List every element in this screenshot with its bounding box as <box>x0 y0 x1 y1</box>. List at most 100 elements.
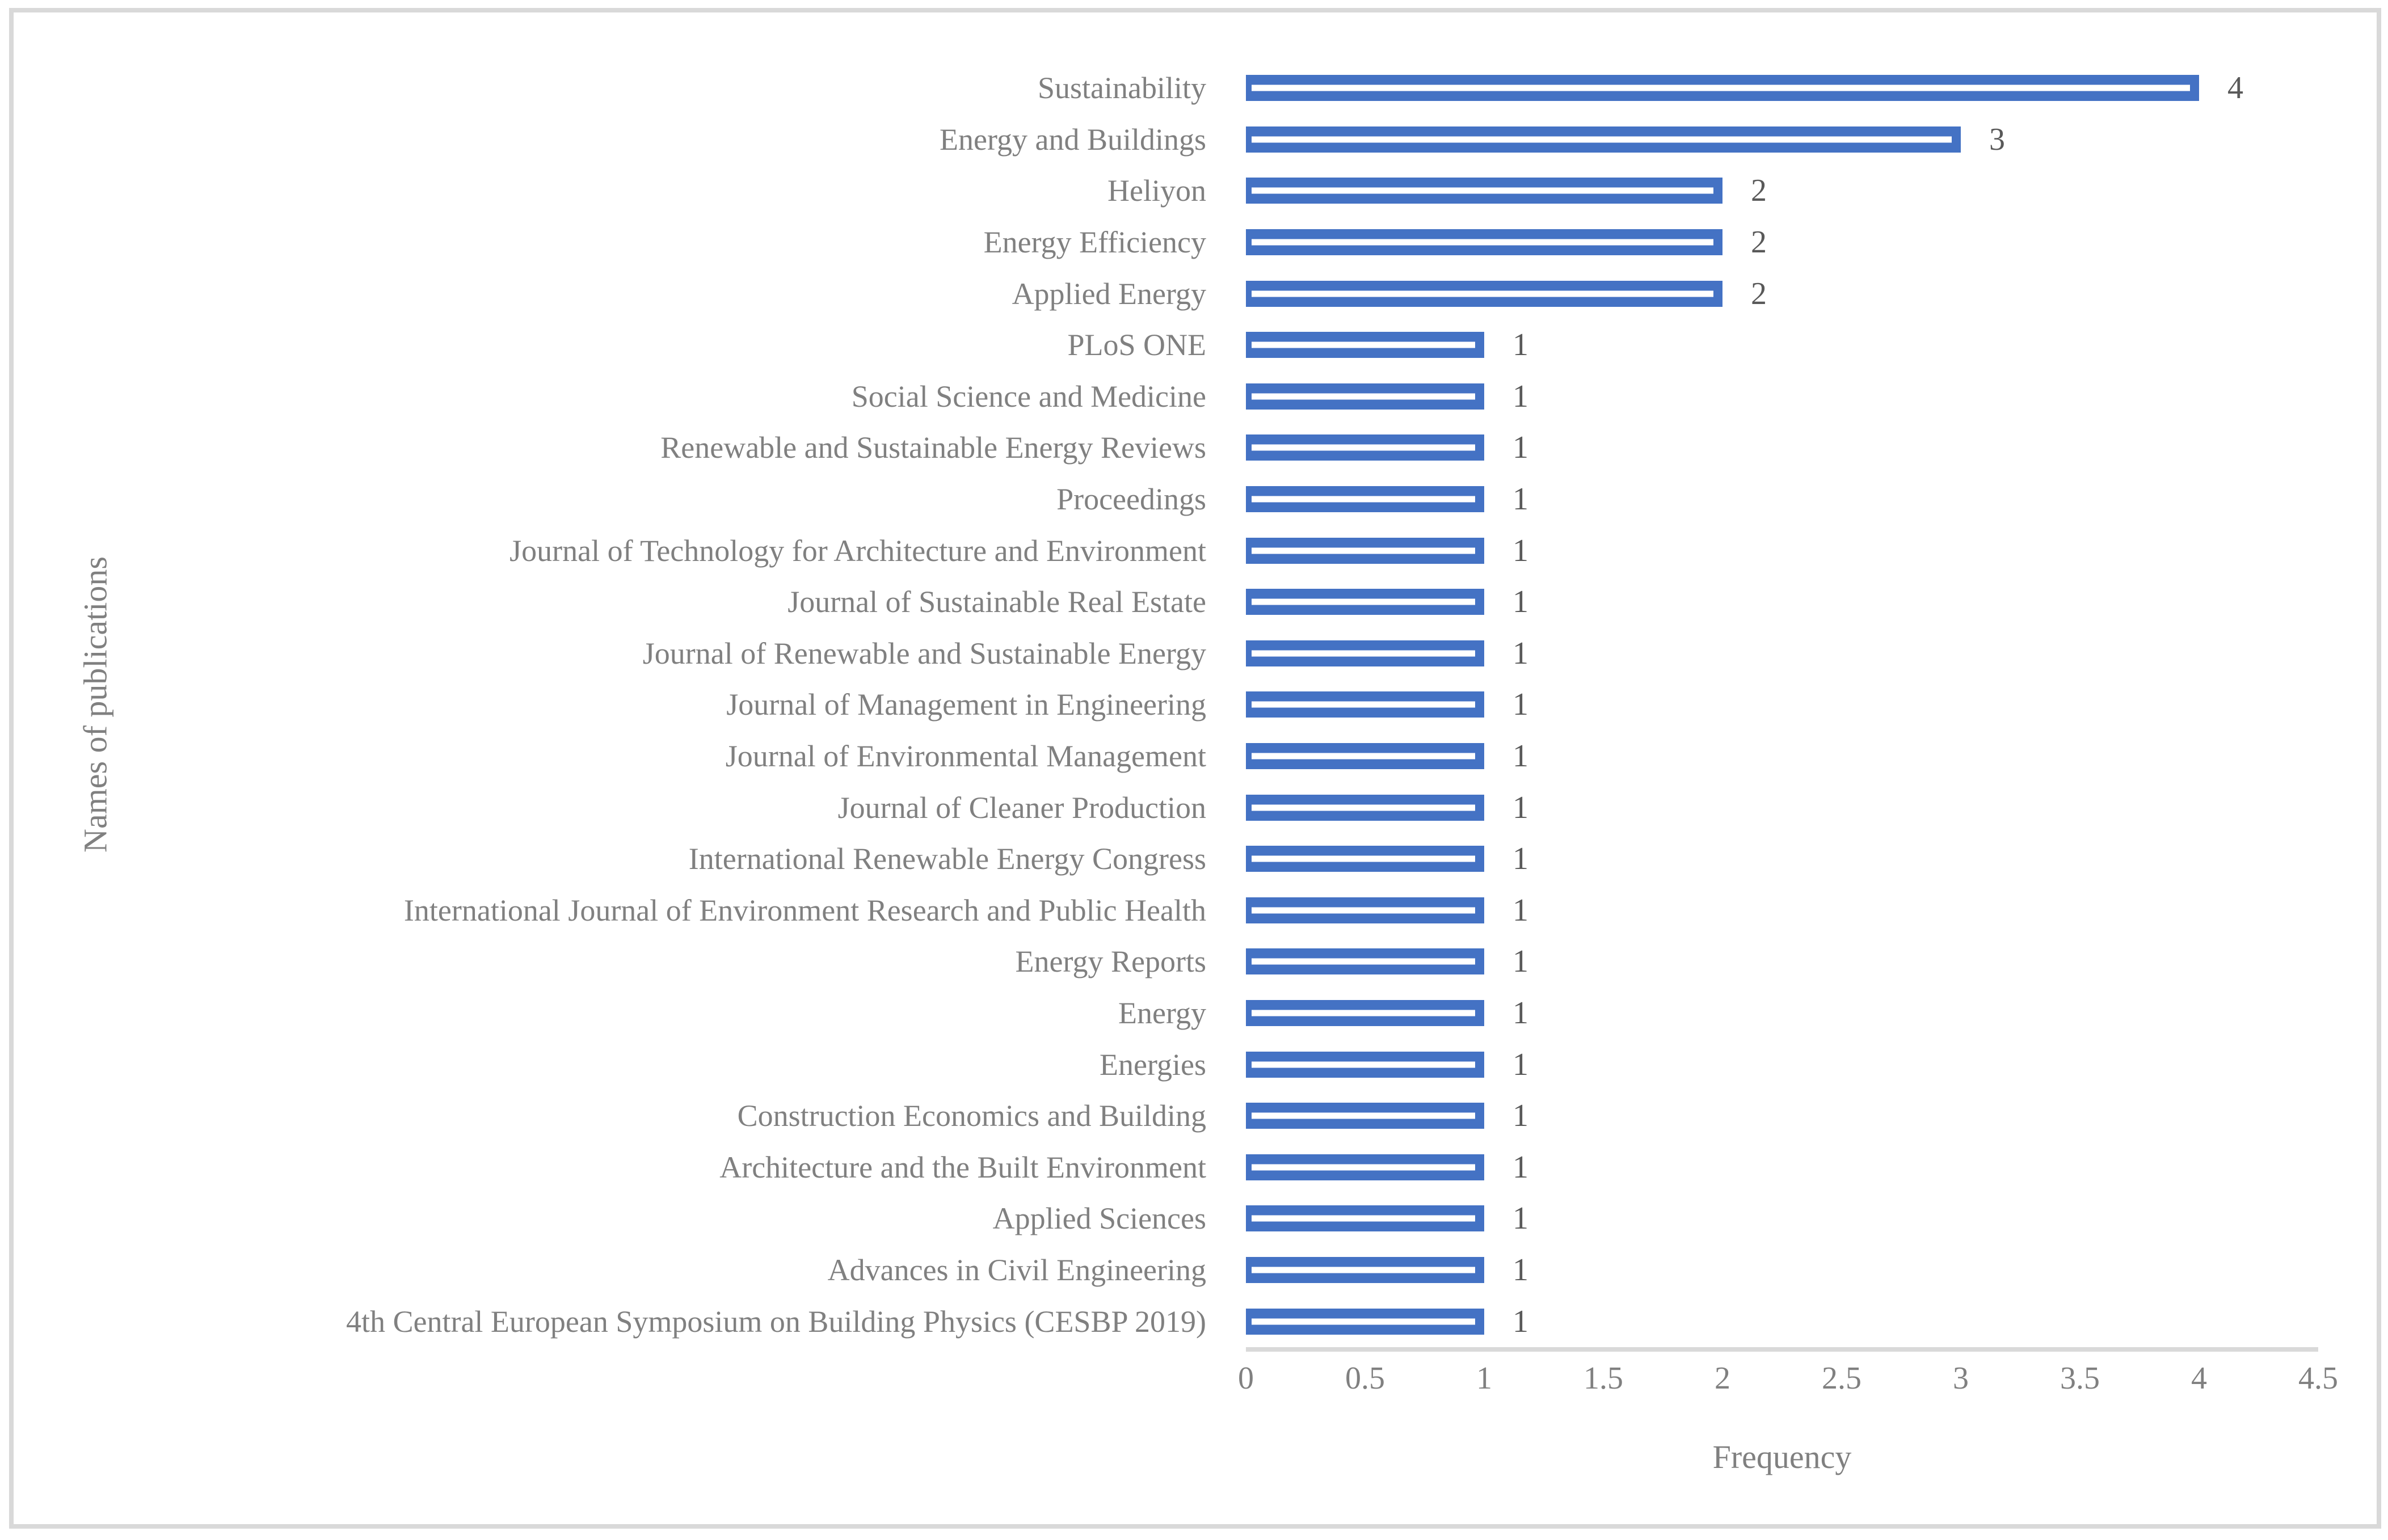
category-label: Architecture and the Built Environment <box>719 1150 1206 1184</box>
bar <box>1246 794 1484 821</box>
bar-stripe <box>1252 701 1475 708</box>
bar-plot-area: 1 <box>1246 988 2388 1039</box>
bar <box>1246 178 1722 204</box>
bar-row: Applied Sciences 1 <box>0 1193 2388 1244</box>
bar-plot-area: 1 <box>1246 782 2388 833</box>
bar-row: Journal of Technology for Architecture a… <box>0 525 2388 576</box>
category-label: International Renewable Energy Congress <box>688 842 1206 876</box>
category-label: Heliyon <box>1107 174 1206 208</box>
bar <box>1246 846 1484 872</box>
bar-stripe <box>1252 239 1713 246</box>
bar-row: Applied Energy 2 <box>0 268 2388 319</box>
x-tick-label: 0 <box>1238 1361 1254 1396</box>
bar <box>1246 537 1484 564</box>
bar-row: Journal of Renewable and Sustainable Ene… <box>0 628 2388 680</box>
bar-stripe <box>1252 187 1713 194</box>
bar-row: Heliyon 2 <box>0 165 2388 217</box>
bar-plot-area: 1 <box>1246 371 2388 423</box>
value-label: 1 <box>1513 482 1528 517</box>
category-label: Journal of Renewable and Sustainable Ene… <box>642 636 1206 670</box>
category-label: Applied Energy <box>1012 276 1206 311</box>
bar-row: International Journal of Environment Res… <box>0 885 2388 936</box>
category-label: Energies <box>1100 1047 1206 1082</box>
bar <box>1246 691 1484 718</box>
category-label: Energy Efficiency <box>983 225 1206 260</box>
bar-plot-area: 1 <box>1246 936 2388 988</box>
bar-stripe <box>1252 855 1475 862</box>
bar-row: Journal of Cleaner Production 1 <box>0 782 2388 833</box>
category-label: Journal of Environmental Management <box>725 739 1206 774</box>
category-label: Journal of Cleaner Production <box>837 790 1206 825</box>
bar-stripe <box>1252 393 1475 400</box>
value-label: 1 <box>1513 739 1528 774</box>
bar-plot-area: 1 <box>1246 525 2388 576</box>
value-label: 1 <box>1513 944 1528 980</box>
bar <box>1246 743 1484 770</box>
bar-stripe <box>1252 85 2190 91</box>
value-label: 1 <box>1513 1149 1528 1185</box>
value-label: 1 <box>1513 790 1528 825</box>
x-tick-label: 3.5 <box>2060 1361 2100 1396</box>
bar-plot-area: 1 <box>1246 1193 2388 1244</box>
value-label: 1 <box>1513 533 1528 568</box>
bar-stripe <box>1252 1267 1475 1273</box>
value-label: 4 <box>2227 70 2243 106</box>
bar-plot-area: 1 <box>1246 833 2388 885</box>
bar-row: Journal of Management in Engineering 1 <box>0 679 2388 731</box>
value-label: 1 <box>1513 995 1528 1031</box>
value-label: 1 <box>1513 378 1528 414</box>
bar <box>1246 1205 1484 1232</box>
bar-plot-area: 1 <box>1246 474 2388 525</box>
value-label: 1 <box>1513 430 1528 466</box>
bar-stripe <box>1252 547 1475 554</box>
value-label: 1 <box>1513 327 1528 363</box>
category-label: Journal of Management in Engineering <box>726 687 1206 722</box>
category-label: Renewable and Sustainable Energy Reviews <box>660 431 1206 465</box>
bar <box>1246 1256 1484 1283</box>
bar-plot-area: 4 <box>1246 62 2388 114</box>
x-tick-label: 2.5 <box>1822 1361 1861 1396</box>
bar-plot-area: 1 <box>1246 576 2388 628</box>
bar-row: International Renewable Energy Congress 1 <box>0 833 2388 885</box>
bar-stripe <box>1252 650 1475 657</box>
bar-stripe <box>1252 753 1475 760</box>
bar <box>1246 1051 1484 1078</box>
category-label: Applied Sciences <box>992 1201 1206 1236</box>
value-label: 1 <box>1513 841 1528 877</box>
value-label: 1 <box>1513 687 1528 723</box>
bar-row: Advances in Civil Engineering 1 <box>0 1244 2388 1296</box>
value-label: 3 <box>1989 121 2005 157</box>
bar <box>1246 589 1484 615</box>
bar-row: Social Science and Medicine 1 <box>0 371 2388 423</box>
value-label: 2 <box>1751 276 1767 311</box>
value-label: 1 <box>1513 1098 1528 1134</box>
bar-stripe <box>1252 598 1475 605</box>
category-label: Sustainability <box>1038 71 1206 106</box>
value-label: 1 <box>1513 1201 1528 1237</box>
category-label: Advances in Civil Engineering <box>827 1252 1206 1287</box>
category-label: Construction Economics and Building <box>737 1099 1206 1133</box>
bar-stripe <box>1252 496 1475 503</box>
x-tick-label: 1 <box>1476 1361 1492 1396</box>
x-axis-ticks: 0 0.5 1 1.5 2 2.5 3 3.5 4 4.5 <box>0 1360 2388 1406</box>
category-label: Journal of Sustainable Real Estate <box>787 585 1206 619</box>
bar-stripe <box>1252 1061 1475 1068</box>
bar <box>1246 126 1961 153</box>
bar <box>1246 75 2199 102</box>
bar-plot-area: 3 <box>1246 114 2388 166</box>
bar-row: 4th Central European Symposium on Buildi… <box>0 1296 2388 1347</box>
x-tick-label: 1.5 <box>1583 1361 1623 1396</box>
x-tick-label: 3 <box>1953 1361 1969 1396</box>
bar-rows-container: Sustainability 4 Energy and Buildings 3 Heli… <box>0 62 2388 1347</box>
bar <box>1246 280 1722 307</box>
bar-stripe <box>1252 1215 1475 1222</box>
bar <box>1246 1154 1484 1180</box>
bar-stripe <box>1252 907 1475 914</box>
x-axis-title: Frequency <box>1712 1438 1852 1475</box>
bar-stripe <box>1252 136 1952 143</box>
bar-row: Architecture and the Built Environment 1 <box>0 1141 2388 1193</box>
bar-plot-area: 1 <box>1246 422 2388 474</box>
category-label: Social Science and Medicine <box>851 379 1206 414</box>
bar <box>1246 332 1484 358</box>
bar-row: Energy Efficiency 2 <box>0 217 2388 268</box>
